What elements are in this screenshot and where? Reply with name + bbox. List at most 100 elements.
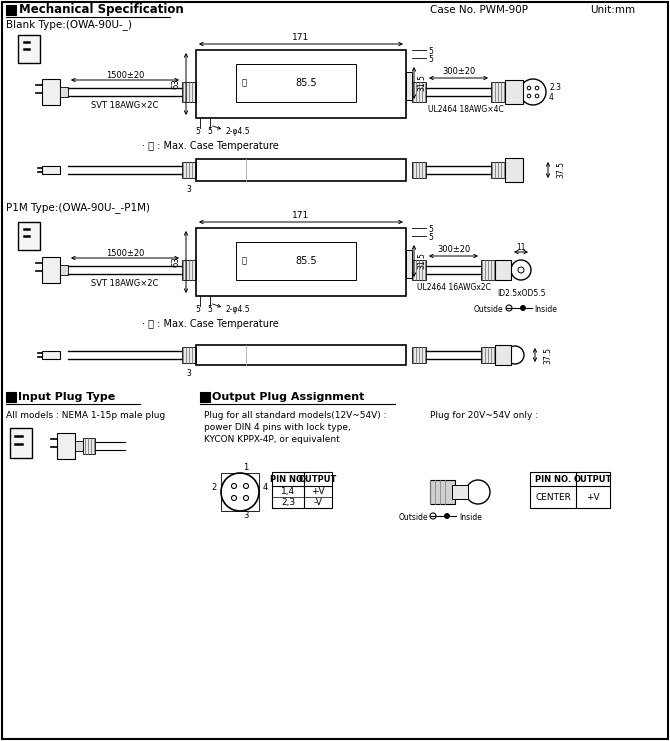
Bar: [57, 433, 75, 459]
Bar: [196, 159, 406, 181]
Text: 5: 5: [196, 127, 200, 136]
Text: KYCON KPPX-4P, or equivalent: KYCON KPPX-4P, or equivalent: [204, 436, 340, 445]
Text: · Ⓣ : Max. Case Temperature: · Ⓣ : Max. Case Temperature: [141, 319, 278, 329]
Text: 5: 5: [428, 47, 433, 56]
Text: Case No. PWM-90P: Case No. PWM-90P: [430, 5, 528, 15]
Text: SVT 18AWG×2C: SVT 18AWG×2C: [91, 102, 159, 110]
Text: 3: 3: [243, 511, 249, 519]
Bar: [430, 480, 455, 504]
Text: +V: +V: [586, 493, 600, 502]
Bar: [221, 473, 259, 511]
Text: 5: 5: [428, 55, 433, 64]
Text: 2: 2: [212, 482, 217, 491]
Bar: [60, 265, 68, 275]
Text: 3: 3: [186, 185, 192, 193]
Text: Ⓣ: Ⓣ: [241, 79, 247, 87]
Bar: [6, 392, 16, 402]
Text: Mechanical Specification: Mechanical Specification: [19, 4, 184, 16]
Text: 4: 4: [263, 482, 268, 491]
Text: Output Plug Assignment: Output Plug Assignment: [212, 392, 364, 402]
Text: Outside: Outside: [474, 305, 503, 313]
Text: 37.5: 37.5: [543, 347, 552, 364]
Text: 1,4: 1,4: [281, 487, 295, 496]
Bar: [406, 72, 412, 100]
Bar: [196, 345, 406, 365]
Text: 5: 5: [208, 127, 212, 136]
Bar: [481, 347, 495, 363]
Text: OUTPUT: OUTPUT: [299, 474, 337, 483]
Bar: [491, 162, 505, 178]
Text: PIN NO.: PIN NO.: [270, 474, 306, 483]
Bar: [196, 50, 406, 118]
Circle shape: [520, 305, 526, 311]
Bar: [530, 472, 610, 508]
Bar: [406, 250, 412, 278]
Text: 5: 5: [428, 233, 433, 242]
Text: 171: 171: [292, 33, 310, 42]
Text: All models : NEMA 1-15p male plug: All models : NEMA 1-15p male plug: [6, 411, 165, 420]
Bar: [42, 166, 60, 174]
Circle shape: [444, 513, 450, 519]
Bar: [412, 82, 426, 102]
Text: 63: 63: [172, 256, 180, 268]
Text: 5: 5: [208, 305, 212, 314]
Text: 1: 1: [243, 464, 249, 473]
Text: 2-φ4.5: 2-φ4.5: [226, 305, 251, 314]
Bar: [182, 260, 196, 280]
Bar: [495, 345, 511, 365]
Text: 171: 171: [292, 211, 310, 221]
Text: PIN NO.: PIN NO.: [535, 474, 571, 483]
Text: UL2464 16AWGx2C: UL2464 16AWGx2C: [417, 284, 491, 293]
Bar: [495, 260, 511, 280]
Text: 2,3: 2,3: [281, 498, 295, 507]
Bar: [10, 428, 32, 458]
Text: 31.5: 31.5: [417, 253, 427, 270]
Bar: [18, 35, 40, 63]
Text: Unit:mm: Unit:mm: [590, 5, 635, 15]
Bar: [412, 260, 426, 280]
Text: Inside: Inside: [534, 305, 557, 313]
Text: 11: 11: [517, 244, 526, 253]
Text: Input Plug Type: Input Plug Type: [18, 392, 115, 402]
Bar: [182, 162, 196, 178]
Text: Ⓣ: Ⓣ: [241, 256, 247, 265]
Bar: [236, 242, 356, 280]
Bar: [412, 347, 426, 363]
Bar: [505, 80, 523, 104]
Bar: [182, 82, 196, 102]
Bar: [196, 228, 406, 296]
Text: 5: 5: [428, 225, 433, 234]
Bar: [42, 257, 60, 283]
Bar: [83, 438, 95, 454]
Text: 31.5: 31.5: [417, 75, 427, 91]
Text: +V: +V: [311, 487, 325, 496]
Bar: [481, 260, 495, 280]
Text: 85.5: 85.5: [295, 78, 317, 88]
Text: 85.5: 85.5: [295, 256, 317, 266]
Text: 5: 5: [196, 305, 200, 314]
Text: -V: -V: [314, 498, 322, 507]
Text: Plug for all standard models(12V~54V) :: Plug for all standard models(12V~54V) :: [204, 411, 387, 420]
Bar: [6, 5, 16, 15]
Text: OUTPUT: OUTPUT: [574, 474, 612, 483]
Text: 37.5: 37.5: [556, 162, 565, 179]
Text: 2-φ4.5: 2-φ4.5: [226, 127, 251, 136]
Text: power DIN 4 pins with lock type,: power DIN 4 pins with lock type,: [204, 424, 351, 433]
Text: 1500±20: 1500±20: [106, 70, 144, 79]
Text: 300±20: 300±20: [437, 245, 470, 254]
Bar: [18, 222, 40, 250]
Text: 4: 4: [549, 93, 554, 102]
Text: Inside: Inside: [459, 513, 482, 522]
Text: 63: 63: [172, 79, 180, 90]
Text: · Ⓣ : Max. Case Temperature: · Ⓣ : Max. Case Temperature: [141, 141, 278, 151]
Text: ID2.5xOD5.5: ID2.5xOD5.5: [496, 290, 545, 299]
Text: 300±20: 300±20: [442, 67, 475, 76]
Text: 3: 3: [186, 368, 192, 377]
Text: Plug for 20V~54V only :: Plug for 20V~54V only :: [430, 411, 538, 420]
Bar: [42, 79, 60, 105]
Bar: [42, 351, 60, 359]
Bar: [491, 82, 505, 102]
Bar: [272, 472, 332, 508]
Text: 2.3: 2.3: [549, 84, 561, 93]
Bar: [75, 441, 83, 451]
